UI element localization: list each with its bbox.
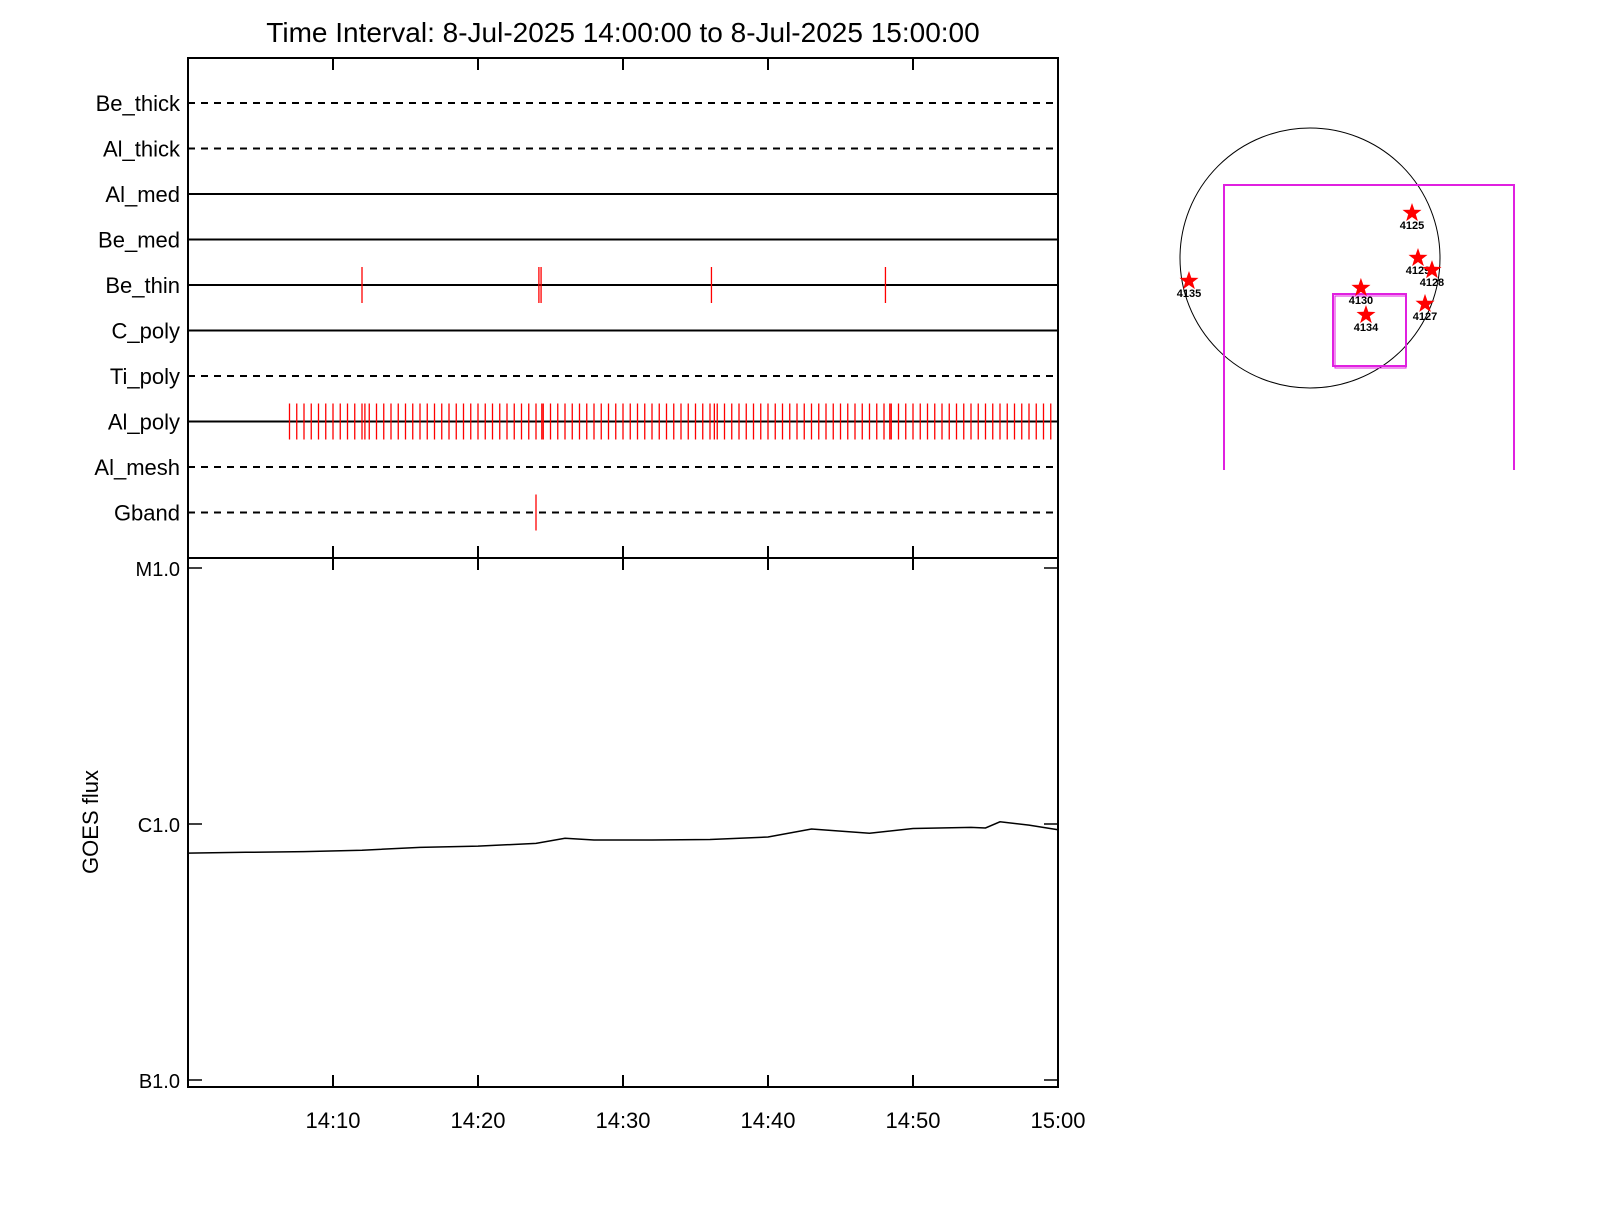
row-label: C_poly — [112, 319, 180, 344]
row-label: Ti_poly — [110, 364, 180, 389]
region-star — [1408, 248, 1428, 267]
region-label: 4129 — [1406, 265, 1430, 277]
row-label: Be_med — [98, 228, 180, 253]
region-label: 4130 — [1349, 295, 1373, 307]
x-tick-label: 14:50 — [885, 1108, 940, 1133]
x-tick-label: 14:20 — [450, 1108, 505, 1133]
x-tick-label: 14:10 — [305, 1108, 360, 1133]
region-star — [1351, 277, 1371, 296]
solar-disk — [1179, 127, 1441, 389]
x-tick-label: 14:40 — [740, 1108, 795, 1133]
row-label: Al_med — [105, 182, 180, 207]
region-star — [1422, 260, 1442, 279]
region-star — [1356, 305, 1376, 324]
y-axis-label: GOES flux — [78, 770, 103, 874]
flux-line — [187, 821, 1059, 854]
region-label: 4128 — [1420, 277, 1444, 289]
flux-frame — [187, 557, 1059, 1088]
region-label: 4125 — [1400, 220, 1424, 232]
region-label: 4134 — [1354, 322, 1379, 334]
region-star — [1415, 293, 1435, 312]
row-label: Al_poly — [108, 410, 180, 435]
timeline-frame — [187, 57, 1059, 559]
x-tick-label: 15:00 — [1030, 1108, 1085, 1133]
region-label: 4127 — [1413, 311, 1437, 323]
x-tick-label: 14:30 — [595, 1108, 650, 1133]
region-label: 4135 — [1177, 288, 1201, 300]
region-star — [1179, 271, 1199, 290]
fov-outline — [1223, 184, 1515, 470]
chart-title: Time Interval: 8-Jul-2025 14:00:00 to 8-… — [266, 17, 979, 48]
y-tick-label: B1.0 — [139, 1071, 180, 1093]
region-star — [1402, 203, 1422, 222]
row-label: Al_mesh — [94, 455, 180, 480]
fov-box — [1334, 295, 1407, 369]
y-tick-label: M1.0 — [136, 559, 180, 581]
row-label: Gband — [114, 501, 180, 526]
y-tick-label: C1.0 — [138, 815, 180, 837]
row-label: Be_thick — [96, 91, 181, 116]
row-label: Al_thick — [103, 137, 181, 162]
row-label: Be_thin — [105, 273, 180, 298]
